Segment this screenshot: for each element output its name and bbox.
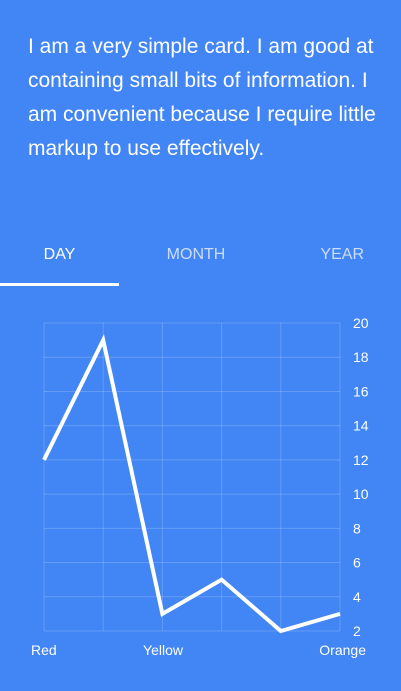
y-tick-label: 18 xyxy=(353,349,369,365)
y-tick-label: 16 xyxy=(353,383,369,399)
y-tick-label: 4 xyxy=(353,589,361,605)
x-tick-label: Red xyxy=(31,642,57,658)
active-tab-indicator xyxy=(0,283,119,286)
y-tick-label: 14 xyxy=(353,418,369,434)
y-tick-label: 6 xyxy=(353,555,361,571)
tab-year[interactable]: YEAR xyxy=(320,246,364,263)
y-tick-label: 8 xyxy=(353,520,361,536)
line-chart: 2 4 6 8 10 12 14 16 18 20 Red Yellow Orange xyxy=(0,300,401,680)
y-tick-label: 20 xyxy=(353,315,369,331)
y-tick-label: 2 xyxy=(353,623,361,639)
tab-bar: DAY MONTH YEAR xyxy=(0,226,401,286)
data-series-line xyxy=(42,334,341,634)
x-tick-label: Orange xyxy=(319,642,366,658)
y-tick-label: 10 xyxy=(353,486,369,502)
tab-month[interactable]: MONTH xyxy=(166,246,226,263)
x-tick-label: Yellow xyxy=(143,642,184,658)
card-text: I am a very simple card. I am good at co… xyxy=(28,35,376,160)
chart-svg: 2 4 6 8 10 12 14 16 18 20 Red Yellow Orange xyxy=(31,315,369,658)
y-tick-label: 12 xyxy=(353,452,369,468)
tab-day[interactable]: DAY xyxy=(43,246,76,263)
